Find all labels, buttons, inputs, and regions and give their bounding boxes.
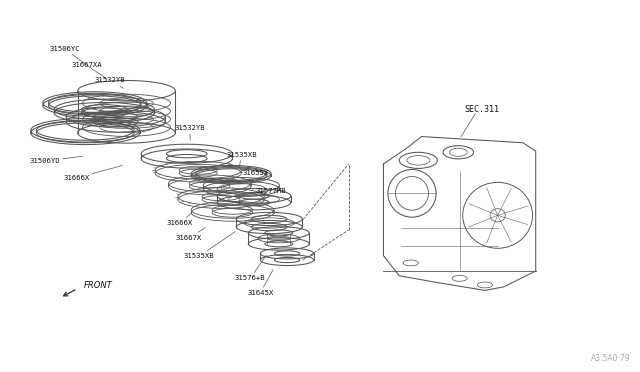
Text: 31532YB: 31532YB bbox=[174, 125, 205, 140]
Text: 31576+B: 31576+B bbox=[235, 255, 266, 281]
Text: 31655X: 31655X bbox=[243, 170, 269, 182]
Text: 31666X: 31666X bbox=[63, 166, 122, 181]
Text: 31667XA: 31667XA bbox=[71, 62, 107, 79]
Text: 31506YC: 31506YC bbox=[49, 46, 95, 71]
Text: 31645X: 31645X bbox=[247, 270, 273, 296]
Text: 31535XB: 31535XB bbox=[226, 152, 257, 167]
Text: A3.5A0·79: A3.5A0·79 bbox=[591, 354, 631, 363]
Text: 31506YD: 31506YD bbox=[29, 156, 83, 164]
Text: 31535XB: 31535XB bbox=[184, 231, 236, 259]
Text: FRONT: FRONT bbox=[84, 281, 113, 290]
Text: SEC.311: SEC.311 bbox=[464, 105, 499, 113]
Text: 31667X: 31667X bbox=[175, 228, 205, 241]
Text: 31532YB: 31532YB bbox=[95, 77, 125, 88]
Text: 31577MB: 31577MB bbox=[255, 189, 286, 198]
Text: 31666X: 31666X bbox=[166, 214, 193, 227]
